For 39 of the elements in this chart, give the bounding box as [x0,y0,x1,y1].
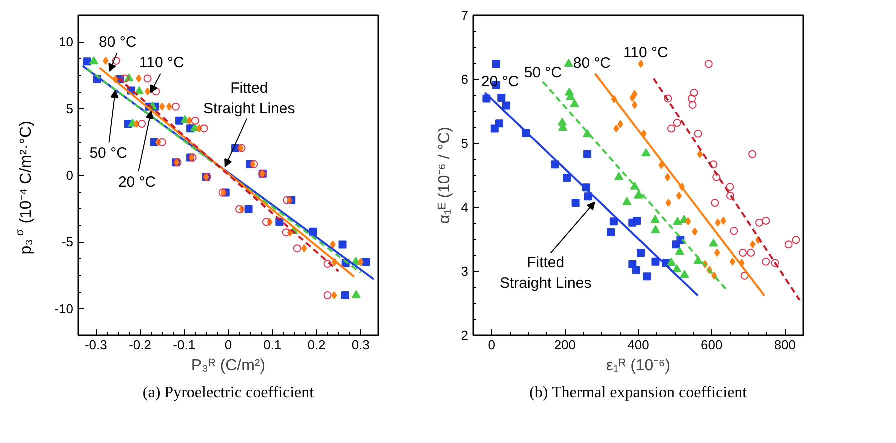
x-tick-label: 600 [700,338,723,352]
x-tick-label: 0.1 [264,338,282,352]
y-tick-label: 2 [461,328,469,343]
y-tick-label: -10 [54,301,74,316]
annotation: 20 °C [118,174,156,191]
annotation: 110 °C [623,44,669,62]
x-axis-title: P₃ᴿ (C/m²) [191,358,266,374]
annotation: 50 °C [90,145,128,162]
y-tick-label: 5 [66,101,74,116]
x-tick-label: 800 [774,338,796,352]
x-tick-label: 200 [554,338,576,352]
x-axis-title: ε₁ᴿ (10⁻⁶) [606,358,671,374]
x-tick-label: 0.3 [352,338,370,352]
y-axis-title: p₃σ (10⁻⁴ C/m²·°C) [14,121,35,255]
y-tick-label: 10 [59,34,74,50]
x-tick-label: 400 [628,338,650,352]
annotation: 50 °C [524,64,562,82]
x-tick-label: 0 [488,338,496,352]
text: (a) Pyroelectric coefficient [142,384,315,402]
x-tick-label: 0 [224,338,232,352]
annotation: Fitted Straight Lines [204,80,296,118]
y-tick-label: 7 [461,8,469,23]
y-tick-label: 5 [461,136,469,151]
x-tick-label: -0.3 [84,338,108,352]
annotation: 80 °C [573,55,612,72]
y-tick-label: 4 [461,200,469,215]
x-tick-label: -0.2 [129,338,152,352]
text: (b) Thermal expansion coefficient [530,384,748,402]
y-tick-label: -5 [62,234,74,250]
y-tick-label: 0 [66,168,74,183]
x-tick-label: 0.2 [308,338,326,352]
y-axis-title: α₁ᴱ (10⁻⁶ / °C) [436,127,454,224]
annotation: 20 °C [481,73,520,90]
annotation: 110 °C [139,54,184,72]
annotation: 80 °C [98,34,137,51]
annotation: Fitted Straight Lines [500,254,592,292]
y-tick-label: 3 [461,264,469,279]
x-tick-label: -0.1 [173,338,196,352]
y-tick-label: 6 [461,72,469,87]
